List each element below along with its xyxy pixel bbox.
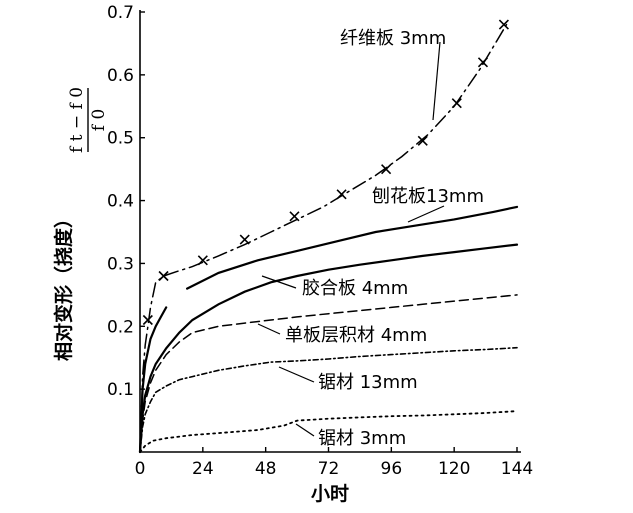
formula-numerator: f t − f 0 [67,87,87,153]
series-4 [139,346,518,453]
x-tick-label: 120 [438,459,470,479]
data-point-marker [158,270,169,282]
series-label: 锯材 13mm [318,372,418,393]
x-ticks: 0 24 48 72 96 120 144 [135,447,533,479]
y-tick-label: 0.7 [107,3,134,23]
series-leader-line [261,275,297,289]
data-point-marker [239,234,250,245]
data-point-marker [336,189,347,200]
data-point-marker [498,19,509,30]
x-tick-label: 96 [381,459,403,479]
series-1 [138,205,519,454]
y-axis-title-group: 相对变形（挠度） [52,209,75,361]
series-3 [139,294,518,453]
series-line [139,346,518,453]
data-point-marker [477,57,489,68]
series-label: 胶合板 4mm [302,278,408,299]
series-label: 单板层积材 4mm [285,325,427,346]
data-point-marker [197,255,208,266]
x-tick-label: 0 [135,459,146,479]
y-tick-label: 0.3 [107,254,134,274]
y-ticks: 0.1 0.2 0.3 0.4 0.5 0.6 0.7 [107,3,145,400]
series-line [139,410,518,453]
series-leader-line [278,366,315,383]
data-point-marker [142,314,153,326]
series-leader-line [432,41,441,121]
x-axis-title: 小时 [311,483,349,505]
data-point-marker [289,211,300,222]
series-leader-line [257,323,281,335]
series-leader-line [295,423,315,437]
series-leader-line [407,205,445,223]
series-label: 纤维板 3mm [340,28,446,49]
series-layer [138,19,519,454]
formula-denominator: f 0 [89,109,109,132]
y-tick-label: 0.1 [107,380,134,400]
y-tick-label: 0.5 [107,129,134,149]
y-axis-title: 相对变形（挠度） [52,209,75,361]
series-label: 锯材 3mm [318,428,406,449]
series-labels: 纤维板 3mm 刨花板13mm 胶合板 4mm 单板层积材 4mm 锯材 13mm 锯材 … [257,28,484,449]
series-line [139,294,518,453]
data-point-marker [417,135,428,146]
data-point-marker [451,98,462,109]
x-tick-label: 24 [192,459,214,479]
x-tick-label: 48 [255,459,277,479]
series-line [138,243,519,454]
x-tick-label: 144 [501,459,533,479]
series-0 [139,19,509,453]
series-line [186,205,519,290]
series-5 [139,410,518,453]
y-tick-label: 0.6 [107,66,134,86]
series-line [138,306,168,454]
series-label: 刨花板13mm [372,186,484,207]
y-tick-label: 0.2 [107,317,134,337]
x-tick-label: 72 [318,459,340,479]
y-tick-label: 0.4 [107,192,134,212]
y-axis-formula: f t − f 0 f 0 [67,87,109,153]
series-2 [138,243,519,454]
data-point-marker [381,164,392,175]
